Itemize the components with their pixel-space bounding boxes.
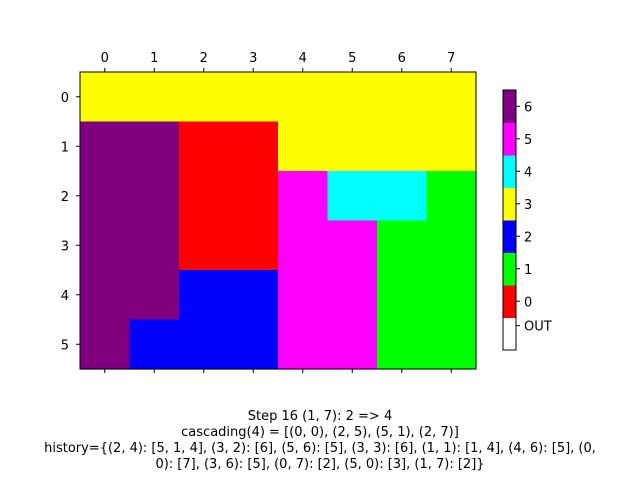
- colorbar-segment-6: [503, 90, 516, 123]
- heatmap-cell-r5-c4: [278, 319, 329, 370]
- heatmap-cell-r4-c1: [129, 270, 180, 321]
- colorbar-label-0: 0: [524, 295, 532, 310]
- heatmap-cell-r0-c7: [426, 72, 477, 123]
- heatmap-cell-r4-c2: [179, 270, 230, 321]
- colorbar-frame: [502, 89, 517, 351]
- y-tick-label-1: 1: [61, 140, 69, 155]
- heatmap-cell-r1-c6: [377, 121, 428, 172]
- colorbar-segment-5: [503, 122, 516, 156]
- colorbar-segment-OUT: [503, 317, 516, 351]
- heatmap-cell-r4-c7: [426, 270, 477, 321]
- y-tick-label-2: 2: [61, 190, 69, 205]
- heatmap-cell-r5-c3: [228, 319, 279, 370]
- y-tick-label-0: 0: [61, 91, 69, 106]
- heatmap-frame: [79, 71, 477, 370]
- heatmap-cell-r1-c3: [228, 121, 279, 172]
- heatmap-cell-r5-c7: [426, 319, 477, 370]
- x-tick-label-7: 7: [447, 51, 455, 66]
- x-tick-label-2: 2: [200, 51, 208, 66]
- heatmap-cell-r4-c3: [228, 270, 279, 321]
- colorbar-segment-2: [503, 220, 516, 253]
- caption-line-2: cascading(4) = [(0, 0), (2, 5), (5, 1), …: [181, 425, 459, 440]
- heatmap-cell-r0-c5: [327, 72, 378, 123]
- heatmap-cell-r1-c4: [278, 121, 329, 172]
- colorbar-label-OUT: OUT: [524, 320, 552, 335]
- x-tick-label-5: 5: [348, 51, 356, 66]
- colorbar-label-5: 5: [524, 133, 532, 148]
- colorbar-label-2: 2: [524, 230, 532, 245]
- heatmap-cell-r3-c7: [426, 220, 477, 271]
- heatmap-cell-r5-c2: [179, 319, 230, 370]
- heatmap-cell-r3-c6: [377, 220, 428, 271]
- colorbar-label-6: 6: [524, 100, 532, 115]
- heatmap-cell-r2-c3: [228, 171, 279, 222]
- heatmap-cell-r3-c1: [129, 220, 180, 271]
- colorbar-label-1: 1: [524, 263, 532, 278]
- heatmap-cell-r1-c1: [129, 121, 180, 172]
- heatmap-cell-r5-c5: [327, 319, 378, 370]
- x-tick-label-6: 6: [398, 51, 406, 66]
- heatmap-cell-r3-c3: [228, 220, 279, 271]
- heatmap-cell-r1-c0: [80, 121, 131, 172]
- caption-line-3: history={(2, 4): [5, 1, 4], (3, 2): [6],…: [44, 441, 596, 456]
- heatmap-cell-r1-c7: [426, 121, 477, 172]
- colorbar-segment-4: [503, 155, 516, 188]
- heatmap-cell-r4-c6: [377, 270, 428, 321]
- heatmap-cell-r2-c1: [129, 171, 180, 222]
- heatmap-cell-r4-c4: [278, 270, 329, 321]
- heatmap-cell-r0-c4: [278, 72, 329, 123]
- heatmap-cell-r5-c1: [129, 319, 180, 370]
- caption-line-4: 0): [7], (3, 6): [5], (0, 7): [2], (5, 0…: [155, 457, 485, 472]
- heatmap-cell-r3-c0: [80, 220, 131, 271]
- y-tick-label-5: 5: [61, 338, 69, 353]
- x-tick-label-0: 0: [101, 51, 109, 66]
- colorbar-segment-1: [503, 252, 516, 286]
- heatmap-cell-r4-c5: [327, 270, 378, 321]
- heatmap-cell-r0-c2: [179, 72, 230, 123]
- heatmap-cell-r2-c6: [377, 171, 428, 222]
- y-tick-label-3: 3: [61, 239, 69, 254]
- caption-line-1: Step 16 (1, 7): 2 => 4: [247, 409, 393, 424]
- colorbar-label-4: 4: [524, 165, 532, 180]
- heatmap-cell-r5-c6: [377, 319, 428, 370]
- heatmap-cell-r3-c5: [327, 220, 378, 271]
- heatmap-cell-r0-c3: [228, 72, 279, 123]
- y-tick-label-4: 4: [61, 289, 69, 304]
- x-tick-label-1: 1: [150, 51, 158, 66]
- heatmap-cell-r2-c4: [278, 171, 329, 222]
- heatmap-cell-r2-c0: [80, 171, 131, 222]
- heatmap-cell-r0-c1: [129, 72, 180, 123]
- colorbar-label-3: 3: [524, 198, 532, 213]
- heatmap-cell-r0-c6: [377, 72, 428, 123]
- x-tick-label-3: 3: [249, 51, 257, 66]
- x-tick-label-4: 4: [299, 51, 307, 66]
- heatmap-cell-r0-c0: [80, 72, 131, 123]
- heatmap-cell-r3-c2: [179, 220, 230, 271]
- heatmap-cell-r1-c2: [179, 121, 230, 172]
- heatmap-cell-r1-c5: [327, 121, 378, 172]
- heatmap-cell-r3-c4: [278, 220, 329, 271]
- heatmap-cell-r2-c5: [327, 171, 378, 222]
- heatmap-cell-r2-c7: [426, 171, 477, 222]
- heatmap-cell-r2-c2: [179, 171, 230, 222]
- colorbar-segment-3: [503, 187, 516, 221]
- heatmap-cell-r5-c0: [80, 319, 131, 370]
- heatmap-cell-r4-c0: [80, 270, 131, 321]
- colorbar-segment-0: [503, 285, 516, 318]
